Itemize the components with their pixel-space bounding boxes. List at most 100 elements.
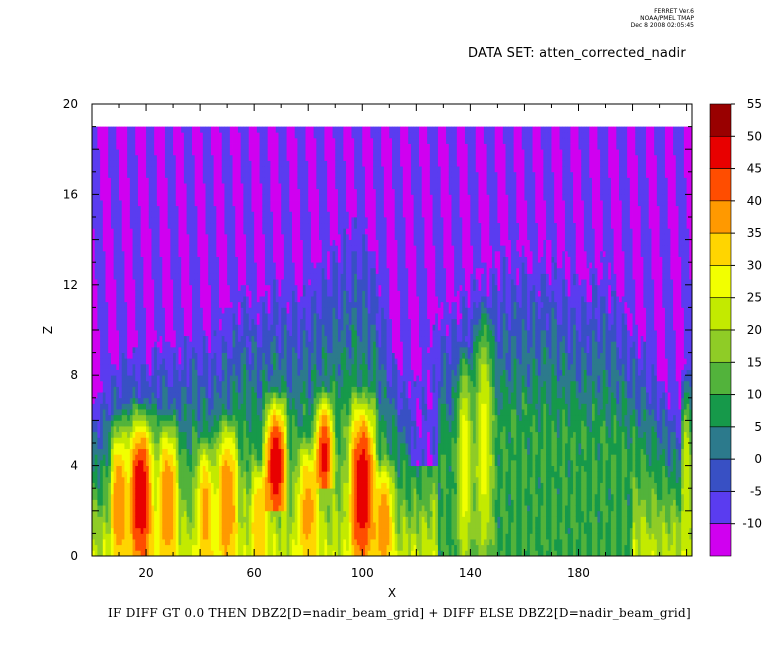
heatmap-cell [256, 228, 260, 235]
heatmap-cell [151, 284, 155, 291]
heatmap-cell [175, 488, 179, 495]
heatmap-cell [113, 290, 117, 297]
heatmap-cell [102, 228, 106, 235]
heatmap-cell [132, 409, 136, 416]
heatmap-cell [224, 386, 228, 393]
heatmap-cell [127, 358, 131, 365]
heatmap-cell [186, 324, 190, 331]
heatmap-cell [94, 420, 98, 427]
heatmap-cell [167, 363, 171, 370]
heatmap-cell [175, 200, 179, 207]
heatmap-cell [100, 330, 104, 337]
heatmap-cell [154, 262, 158, 269]
heatmap-cell [189, 290, 193, 297]
heatmap-cell [105, 149, 109, 156]
heatmap-cell [256, 375, 260, 382]
heatmap-cell [178, 386, 182, 393]
heatmap-cell [200, 437, 204, 444]
heatmap-cell [100, 454, 104, 461]
heatmap-cell [146, 318, 150, 325]
heatmap-cell [186, 211, 190, 218]
heatmap-cell [232, 143, 236, 150]
ferret-org: NOAA/PMEL TMAP [640, 15, 694, 22]
heatmap-cell [159, 409, 163, 416]
heatmap-cell [92, 256, 96, 263]
heatmap-cell [229, 205, 233, 212]
heatmap-cell [240, 222, 244, 229]
heatmap-cell [256, 482, 260, 489]
heatmap-cell [116, 177, 120, 184]
heatmap-cell [162, 273, 166, 280]
heatmap-cell [221, 200, 225, 207]
heatmap-cell [264, 194, 269, 201]
heatmap-cell [192, 273, 196, 280]
heatmap-cell [113, 409, 117, 416]
heatmap-cell [108, 324, 112, 331]
heatmap-cell [94, 273, 98, 280]
heatmap-cell [119, 137, 123, 144]
heatmap-cell [94, 211, 98, 218]
heatmap-cell [154, 296, 158, 303]
heatmap-cell [170, 544, 174, 551]
heatmap-cell [127, 171, 131, 178]
heatmap-cell [173, 171, 177, 178]
heatmap-cell [175, 296, 179, 303]
heatmap-cell [181, 499, 185, 506]
heatmap-cell [229, 510, 233, 517]
heatmap-cell [94, 301, 98, 308]
heatmap-cell [213, 222, 217, 229]
heatmap-cell [102, 296, 106, 303]
heatmap-cell [186, 284, 190, 291]
heatmap-cell [170, 137, 174, 144]
heatmap-cell [132, 137, 136, 144]
heatmap-cell [108, 550, 112, 556]
heatmap-cell [194, 154, 198, 161]
heatmap-cell [119, 386, 123, 393]
heatmap-cell [186, 476, 190, 483]
heatmap-cell [102, 183, 106, 190]
heatmap-cell [202, 233, 206, 240]
heatmap-cell [210, 375, 215, 382]
heatmap-cell [151, 211, 155, 218]
heatmap-cell [110, 222, 115, 229]
heatmap-cell [175, 188, 179, 195]
heatmap-cell [192, 154, 196, 161]
heatmap-cell [146, 369, 150, 376]
heatmap-cell [248, 183, 252, 190]
heatmap-cell [202, 177, 206, 184]
heatmap-cell [237, 222, 242, 229]
heatmap-cell [213, 403, 217, 410]
heatmap-cell [164, 346, 169, 353]
heatmap-cell [135, 166, 139, 173]
heatmap-cell [200, 533, 204, 540]
heatmap-cell [254, 459, 258, 466]
heatmap-cell [267, 522, 271, 529]
heatmap-cell [264, 290, 269, 297]
heatmap-cell [162, 431, 166, 438]
heatmap-cell [164, 217, 169, 224]
heatmap-cell [116, 284, 120, 291]
heatmap-cell [259, 488, 263, 495]
heatmap-cell [181, 284, 185, 291]
heatmap-cell [124, 200, 128, 207]
heatmap-cell [148, 273, 152, 280]
heatmap-cell [146, 465, 150, 472]
heatmap-cell [194, 217, 198, 224]
heatmap-cell [154, 154, 158, 161]
heatmap-cell [170, 307, 174, 314]
heatmap-cell [164, 160, 169, 167]
heatmap-cell [167, 228, 171, 235]
heatmap-cell [200, 341, 204, 348]
heatmap-cell [97, 183, 101, 190]
heatmap-cell [246, 443, 250, 450]
heatmap-cell [137, 205, 142, 212]
heatmap-cell [113, 454, 117, 461]
heatmap-cell [124, 544, 128, 551]
heatmap-cell [192, 296, 196, 303]
heatmap-cell [205, 403, 209, 410]
heatmap-cell [237, 459, 242, 466]
heatmap-cell [167, 488, 171, 495]
heatmap-cell [248, 217, 252, 224]
heatmap-cell [183, 539, 187, 546]
heatmap-cell [221, 420, 225, 427]
